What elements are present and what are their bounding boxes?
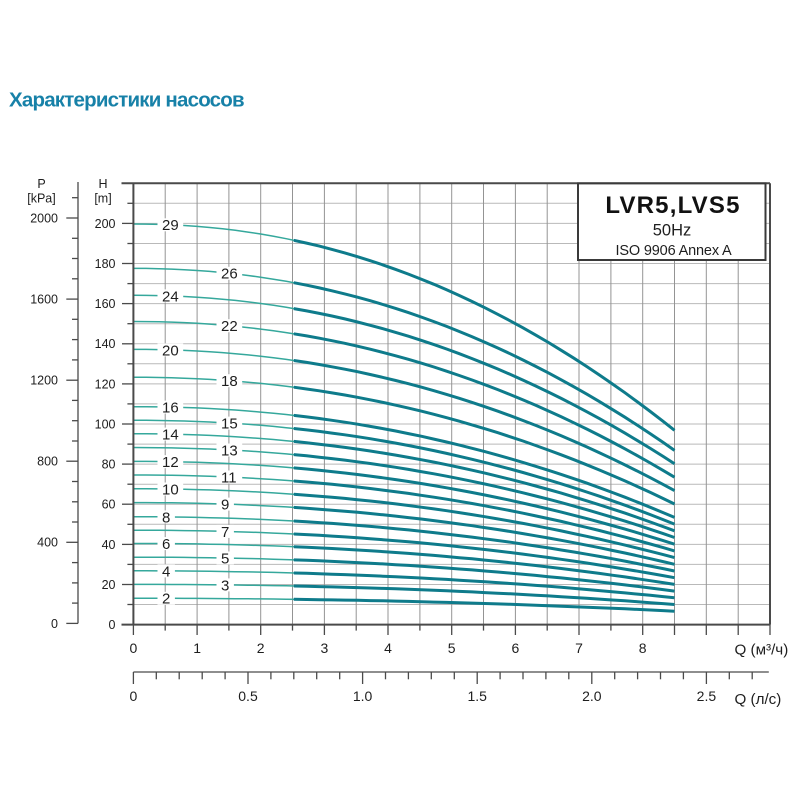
svg-text:400: 400 <box>37 536 58 550</box>
svg-text:2000: 2000 <box>30 211 58 225</box>
svg-text:1600: 1600 <box>30 293 58 307</box>
svg-text:[kPa]: [kPa] <box>27 192 56 206</box>
svg-text:24: 24 <box>162 288 179 305</box>
svg-text:15: 15 <box>221 416 238 433</box>
svg-text:11: 11 <box>221 469 237 486</box>
svg-text:6: 6 <box>162 536 170 553</box>
svg-text:29: 29 <box>162 217 179 234</box>
svg-text:14: 14 <box>162 427 179 444</box>
svg-text:26: 26 <box>221 266 238 283</box>
svg-text:200: 200 <box>95 217 116 231</box>
svg-text:Характеристики насосов: Характеристики насосов <box>9 89 244 112</box>
svg-text:5: 5 <box>221 550 229 567</box>
svg-text:2.5: 2.5 <box>697 688 717 704</box>
svg-text:100: 100 <box>95 417 116 431</box>
svg-text:0.5: 0.5 <box>238 688 258 704</box>
svg-text:10: 10 <box>162 481 179 498</box>
svg-text:22: 22 <box>221 318 238 335</box>
svg-text:6: 6 <box>512 640 520 656</box>
svg-text:180: 180 <box>95 257 116 271</box>
svg-text:1: 1 <box>193 640 201 656</box>
svg-text:800: 800 <box>37 455 58 469</box>
svg-text:Q (м³/ч): Q (м³/ч) <box>735 642 789 659</box>
svg-text:16: 16 <box>162 400 179 417</box>
svg-text:13: 13 <box>221 442 238 459</box>
svg-text:1.0: 1.0 <box>353 688 373 704</box>
svg-text:Q (л/с): Q (л/с) <box>735 691 782 708</box>
svg-text:H: H <box>98 177 107 191</box>
svg-text:ISO 9906 Annex A: ISO 9906 Annex A <box>615 243 732 259</box>
svg-text:[m]: [m] <box>94 192 111 206</box>
svg-text:7: 7 <box>575 640 583 656</box>
svg-text:40: 40 <box>102 538 116 552</box>
svg-text:18: 18 <box>221 373 238 390</box>
svg-text:5: 5 <box>448 640 456 656</box>
svg-text:80: 80 <box>102 458 116 472</box>
svg-text:9: 9 <box>221 497 229 514</box>
svg-text:LVR5,LVS5: LVR5,LVS5 <box>605 192 740 219</box>
svg-text:1200: 1200 <box>30 374 58 388</box>
svg-text:12: 12 <box>162 454 179 471</box>
svg-text:140: 140 <box>95 337 116 351</box>
svg-text:8: 8 <box>639 640 647 656</box>
svg-text:2: 2 <box>257 640 265 656</box>
svg-text:3: 3 <box>221 577 229 594</box>
svg-text:3: 3 <box>321 640 329 656</box>
svg-text:0: 0 <box>130 640 138 656</box>
svg-text:60: 60 <box>102 498 116 512</box>
svg-text:20: 20 <box>162 342 179 359</box>
svg-text:1.5: 1.5 <box>467 688 487 704</box>
svg-text:20: 20 <box>102 578 116 592</box>
svg-text:4: 4 <box>162 563 170 580</box>
svg-text:4: 4 <box>384 640 392 656</box>
svg-text:2.0: 2.0 <box>582 688 602 704</box>
svg-text:0: 0 <box>109 618 116 632</box>
svg-text:160: 160 <box>95 297 116 311</box>
svg-text:2: 2 <box>162 591 170 608</box>
svg-text:0: 0 <box>130 688 138 704</box>
svg-text:7: 7 <box>221 524 229 541</box>
svg-text:8: 8 <box>162 509 170 526</box>
svg-text:0: 0 <box>51 617 58 631</box>
svg-text:120: 120 <box>95 377 116 391</box>
svg-text:50Hz: 50Hz <box>653 222 692 240</box>
svg-text:P: P <box>37 177 45 191</box>
